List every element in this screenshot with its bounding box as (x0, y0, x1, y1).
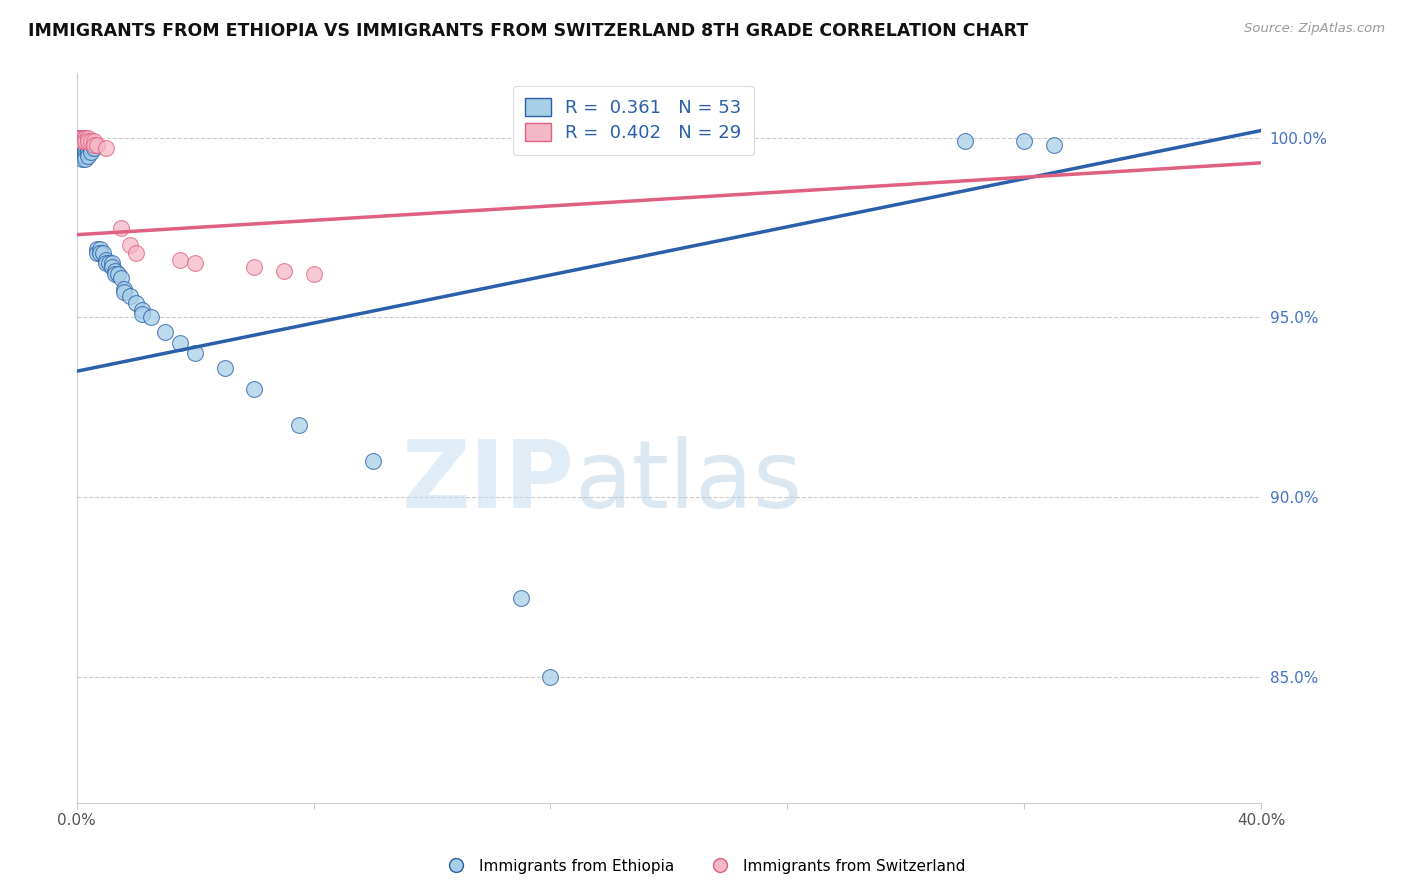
Point (184, 346, 207, 360)
Point (361, 454, 384, 468)
Point (118, 289, 141, 303)
Point (80, 141, 103, 155)
Point (75, 134, 97, 148)
Text: atlas: atlas (574, 435, 803, 527)
Point (184, 256, 207, 270)
Point (77, 134, 100, 148)
Point (104, 267, 127, 281)
Point (80, 134, 103, 148)
Point (83, 137, 105, 152)
Point (169, 252, 191, 267)
Point (1043, 137, 1066, 152)
Point (91, 245, 114, 260)
Point (69, 130, 91, 145)
Point (125, 296, 148, 310)
Point (104, 263, 127, 277)
Point (72, 145, 94, 159)
Point (118, 238, 141, 252)
Point (131, 307, 153, 321)
Point (69, 130, 91, 145)
Point (131, 303, 153, 318)
Point (953, 134, 976, 148)
Point (75, 141, 97, 155)
Point (83, 134, 105, 148)
Point (243, 260, 266, 274)
Point (86, 245, 108, 260)
Point (72, 130, 94, 145)
Point (72, 148, 94, 162)
Point (110, 220, 132, 235)
Point (69, 137, 91, 152)
Point (75, 130, 97, 145)
Point (75, 130, 97, 145)
Point (86, 242, 108, 256)
Point (72, 137, 94, 152)
Legend: R =  0.361   N = 53, R =  0.402   N = 29: R = 0.361 N = 53, R = 0.402 N = 29 (513, 86, 754, 155)
Point (101, 260, 124, 274)
Point (83, 137, 105, 152)
Legend: Immigrants from Ethiopia, Immigrants from Switzerland: Immigrants from Ethiopia, Immigrants fro… (434, 853, 972, 880)
Point (169, 335, 191, 350)
Text: ZIP: ZIP (401, 435, 574, 527)
Point (89, 242, 111, 256)
Point (69, 130, 91, 145)
Point (155, 325, 177, 339)
Point (125, 245, 148, 260)
Point (1014, 134, 1036, 148)
Point (214, 360, 236, 375)
Point (75, 153, 97, 167)
Point (72, 134, 94, 148)
Point (98, 256, 121, 270)
Point (75, 145, 97, 159)
Point (80, 145, 103, 159)
Point (77, 145, 100, 159)
Point (107, 267, 129, 281)
Point (509, 591, 531, 605)
Point (112, 282, 135, 296)
Point (77, 130, 100, 145)
Point (112, 285, 135, 300)
Point (72, 134, 94, 148)
Point (96, 141, 118, 155)
Point (72, 130, 94, 145)
Point (243, 382, 266, 396)
Point (72, 153, 94, 167)
Point (540, 670, 562, 684)
Point (139, 310, 162, 325)
Point (89, 245, 111, 260)
Point (86, 137, 108, 152)
Point (69, 134, 91, 148)
Point (69, 130, 91, 145)
Point (96, 252, 118, 267)
Point (72, 130, 94, 145)
Point (302, 267, 325, 281)
Point (110, 270, 132, 285)
Point (75, 130, 97, 145)
Point (96, 256, 118, 270)
Text: Source: ZipAtlas.com: Source: ZipAtlas.com (1244, 22, 1385, 36)
Point (69, 141, 91, 155)
Text: IMMIGRANTS FROM ETHIOPIA VS IMMIGRANTS FROM SWITZERLAND 8TH GRADE CORRELATION CH: IMMIGRANTS FROM ETHIOPIA VS IMMIGRANTS F… (28, 22, 1028, 40)
Point (77, 141, 100, 155)
Point (72, 141, 94, 155)
Point (75, 137, 97, 152)
Point (72, 130, 94, 145)
Point (75, 148, 97, 162)
Point (101, 256, 124, 270)
Point (83, 141, 105, 155)
Point (77, 148, 100, 162)
Point (273, 263, 295, 277)
Point (287, 418, 309, 433)
Point (69, 130, 91, 145)
